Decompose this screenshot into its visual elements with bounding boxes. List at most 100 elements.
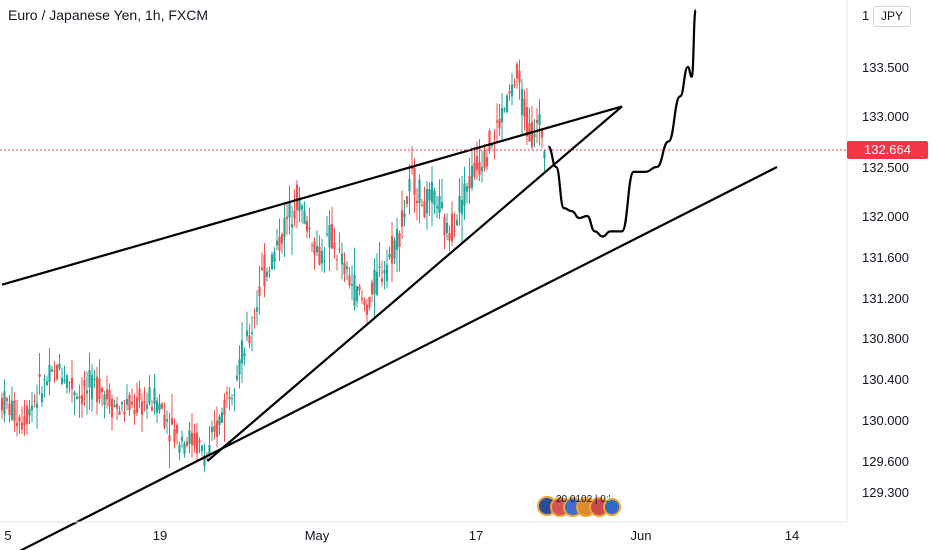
candle-body — [328, 225, 331, 248]
candle-body — [175, 424, 179, 434]
channel-upper[interactable] — [1, 105, 623, 286]
candle-body — [508, 91, 511, 94]
price-tick-label: 132.000 — [862, 209, 909, 224]
candle-body — [0, 397, 4, 411]
candle-body — [120, 401, 124, 405]
candle-body — [493, 134, 496, 136]
candle-body — [503, 108, 506, 111]
candle-body — [443, 217, 446, 236]
candle-body — [455, 219, 459, 226]
candle-body — [320, 250, 324, 264]
candle-body — [53, 370, 56, 372]
candle-body — [140, 401, 144, 415]
candle-body — [523, 98, 526, 118]
price-axis: 133.500 133.000 132.500 132.000 131.600 131.2… — [862, 8, 909, 500]
channel-lower[interactable] — [2, 166, 778, 550]
candle-body — [485, 157, 489, 167]
candle-body — [93, 379, 96, 381]
candle-body — [238, 359, 241, 375]
candle-body — [88, 370, 91, 388]
candle-body — [280, 234, 284, 244]
candle-body — [15, 422, 19, 427]
candle-body — [185, 441, 189, 446]
candle-body — [118, 411, 121, 415]
candle-body — [288, 201, 291, 218]
candle-body — [403, 213, 406, 218]
time-axis: 5 19 May 17 Jun 14 — [4, 528, 799, 543]
currency-button[interactable]: JPY — [873, 6, 911, 27]
candle-body — [70, 377, 74, 389]
candle-body — [525, 107, 529, 137]
candle-body — [518, 70, 521, 83]
candle-body — [45, 381, 49, 385]
candle-body — [198, 440, 201, 443]
support-trendline[interactable] — [206, 105, 623, 462]
candle-body — [150, 406, 154, 411]
candle-body — [538, 113, 541, 126]
time-tick-label: 17 — [469, 528, 483, 543]
events-badge[interactable]: 20 0102 | 0:' — [537, 494, 621, 517]
candle-body — [338, 248, 341, 250]
price-tick-label: 131.200 — [862, 291, 909, 306]
candle-body — [463, 183, 466, 206]
candle-body — [265, 271, 269, 278]
candle-body — [80, 395, 84, 405]
candle-body — [23, 416, 26, 426]
candle-body — [323, 260, 326, 262]
candle-body — [450, 213, 454, 242]
candle-body — [203, 455, 206, 467]
candle-body — [535, 119, 539, 123]
candle-body — [395, 229, 399, 250]
time-tick-label: May — [305, 528, 330, 543]
candle-body — [460, 199, 464, 215]
projection-path[interactable] — [547, 8, 697, 238]
candle-body — [55, 364, 59, 380]
candle-body — [305, 220, 309, 232]
candle-body — [5, 398, 9, 402]
candle-body — [113, 404, 116, 408]
candle-body — [233, 394, 236, 396]
candle-body — [85, 390, 89, 394]
candle-body — [183, 443, 186, 454]
candle-body — [218, 416, 221, 426]
candle-body — [440, 202, 444, 209]
candle-body — [295, 184, 299, 211]
candle-body — [95, 376, 99, 403]
candle-body — [388, 253, 391, 258]
candle-body — [98, 378, 101, 400]
candle-body — [200, 445, 204, 452]
candle-body — [245, 330, 249, 337]
candle-body — [428, 189, 431, 201]
time-tick-label: 14 — [785, 528, 799, 543]
candle-body — [540, 129, 544, 138]
candle-body — [163, 414, 166, 428]
candle-body — [483, 150, 486, 168]
candle-body — [530, 121, 534, 147]
candle-body — [173, 429, 176, 443]
candle-body — [43, 379, 46, 381]
candle-body — [313, 241, 316, 255]
candle-body — [300, 205, 304, 210]
price-tick-label: 130.800 — [862, 331, 909, 346]
candle-body — [28, 408, 31, 416]
candle-body — [380, 278, 384, 282]
candle-body — [373, 269, 376, 295]
candle-body — [345, 266, 349, 270]
candle-body — [543, 151, 546, 159]
flag-icon[interactable] — [603, 498, 621, 516]
candle-body — [415, 200, 419, 203]
candle-body — [178, 444, 181, 453]
candle-body — [18, 416, 21, 422]
candle-body — [50, 369, 54, 372]
candle-body — [258, 286, 261, 297]
candle-body — [210, 426, 214, 433]
candle-body — [505, 95, 509, 112]
candle-body — [335, 259, 339, 261]
price-tick-label: 132.500 — [862, 160, 909, 175]
candle-body — [348, 275, 351, 286]
candle-body — [188, 430, 191, 444]
candle-body — [215, 420, 219, 437]
candle-body — [278, 236, 281, 251]
